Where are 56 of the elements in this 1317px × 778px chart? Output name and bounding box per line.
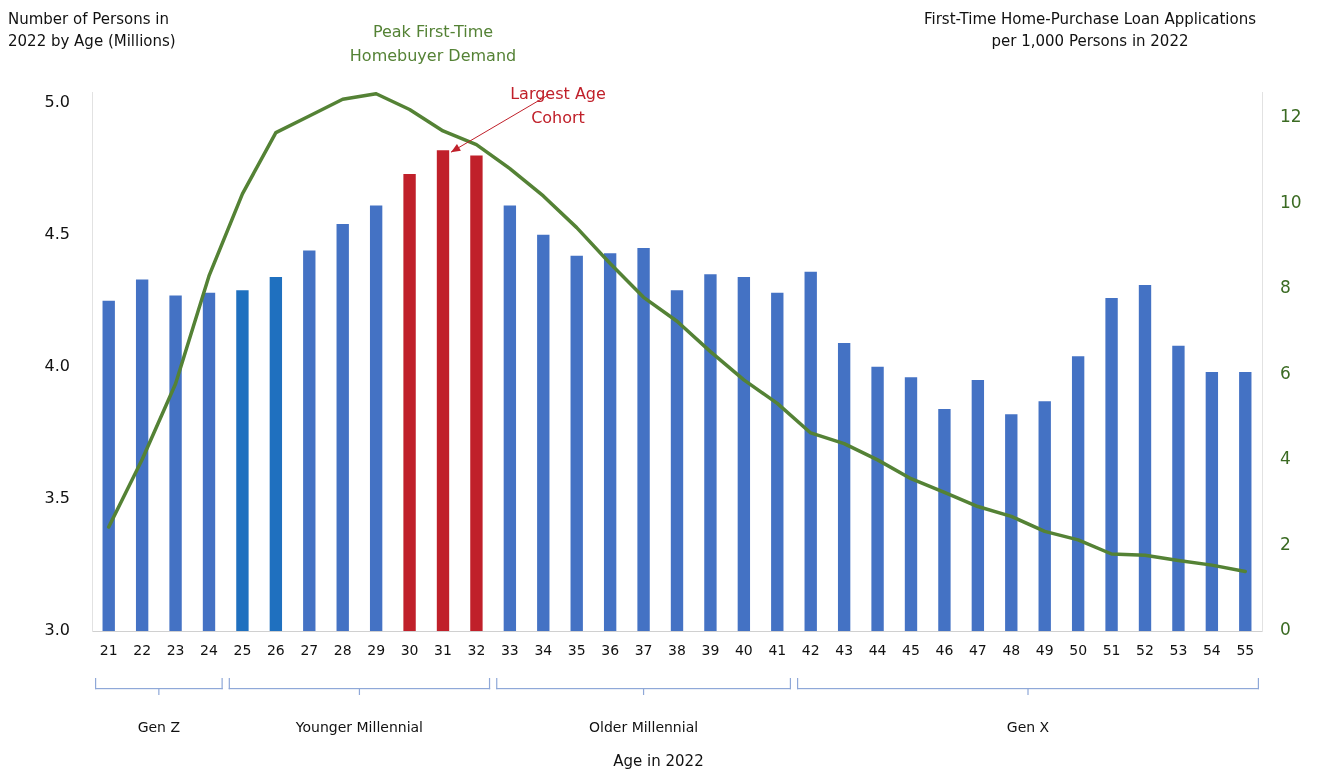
x-tick-label: 27 bbox=[300, 642, 319, 659]
x-tick-label: 41 bbox=[768, 642, 787, 659]
x-tick-label: 28 bbox=[333, 642, 352, 659]
x-tick-label: 38 bbox=[668, 642, 686, 659]
y2-tick-label: 0 bbox=[1280, 619, 1291, 640]
x-tick-label: 24 bbox=[200, 642, 218, 659]
x-tick-label: 47 bbox=[968, 642, 987, 659]
x-tick-label: 34 bbox=[534, 642, 553, 659]
x-tick-label: 26 bbox=[266, 642, 285, 659]
x-tick-label: 46 bbox=[935, 642, 954, 659]
x-tick-label: 48 bbox=[1002, 642, 1021, 659]
x-tick-label: 51 bbox=[1102, 642, 1121, 659]
x-tick-label: 44 bbox=[868, 642, 887, 659]
y-tick-label: 4.5 bbox=[44, 223, 70, 243]
y2-tick-label: 12 bbox=[1280, 106, 1302, 127]
x-tick-label: 53 bbox=[1169, 642, 1188, 659]
text: Younger Millennial bbox=[294, 718, 424, 737]
y-axis-title: Number of Persons in 2022 by Age (Millions) bbox=[8, 9, 177, 52]
x-tick-label: 52 bbox=[1136, 642, 1154, 659]
text: Gen X bbox=[1005, 718, 1051, 737]
x-tick-label: 37 bbox=[634, 642, 653, 659]
y2-tick-label: 6 bbox=[1280, 362, 1291, 383]
x-tick-label: 22 bbox=[133, 642, 152, 659]
x-tick-label: 23 bbox=[166, 642, 185, 659]
x-tick-label: 35 bbox=[567, 642, 586, 659]
x-tick-label: 30 bbox=[400, 642, 419, 659]
x-tick-label: 40 bbox=[734, 642, 753, 659]
y2-axis-title: First-Time Home-Purchase Loan Applications per 1,000 Persons in 2022 bbox=[922, 9, 1257, 52]
x-tick-label: 50 bbox=[1069, 642, 1088, 659]
x-tick-label: 45 bbox=[902, 642, 920, 659]
y2-tick-label: 2 bbox=[1280, 533, 1291, 554]
x-tick-label: 32 bbox=[467, 642, 486, 659]
text: Gen Z bbox=[136, 718, 182, 737]
x-tick-label: 49 bbox=[1035, 642, 1054, 659]
y2-tick-label: 8 bbox=[1280, 277, 1291, 298]
text: Older Millennial bbox=[588, 718, 700, 737]
x-tick-label: 36 bbox=[601, 642, 620, 659]
y-tick-label: 5.0 bbox=[44, 91, 70, 111]
x-tick-label: 54 bbox=[1202, 642, 1221, 659]
x-tick-label: 31 bbox=[434, 642, 452, 659]
x-tick-label: 33 bbox=[500, 642, 519, 659]
text: Peak First-Time Homebuyer Demand bbox=[348, 21, 518, 67]
y-tick-label: 3.0 bbox=[44, 620, 70, 640]
x-tick-label: 55 bbox=[1236, 642, 1255, 659]
x-tick-label: 29 bbox=[367, 642, 386, 659]
x-tick-label: 42 bbox=[801, 642, 820, 659]
y2-tick-label: 10 bbox=[1280, 191, 1302, 212]
y2-tick-label: 4 bbox=[1280, 448, 1291, 469]
y-tick-label: 3.5 bbox=[44, 488, 70, 508]
annotation: Largest Age Cohort bbox=[509, 83, 607, 130]
text: Age in 2022 bbox=[612, 751, 705, 772]
y-tick-label: 4.0 bbox=[44, 355, 70, 375]
x-tick-label: 39 bbox=[701, 642, 720, 659]
x-tick-label: 25 bbox=[233, 642, 252, 659]
x-tick-label: 43 bbox=[835, 642, 854, 659]
x-tick-label: 21 bbox=[99, 642, 118, 659]
